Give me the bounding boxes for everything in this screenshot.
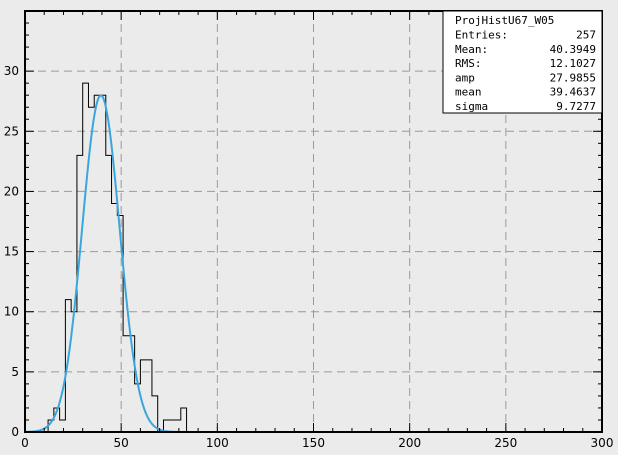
y-tick-label: 0 [11, 425, 19, 439]
grid-lines [25, 11, 602, 432]
x-tick-label: 200 [398, 436, 421, 450]
stats-row-label: amp [455, 71, 475, 84]
stats-row-label: RMS: [455, 57, 482, 70]
stats-box-frame [442, 10, 603, 114]
stats-row-label: Entries: [455, 29, 508, 42]
stats-row-value: 39.4637 [550, 86, 596, 99]
stats-row-label: mean [455, 86, 482, 99]
stats-box-title: ProjHistU67_W05 [455, 14, 554, 27]
stats-row-value: 257 [576, 29, 596, 42]
y-tick-label: 25 [4, 124, 19, 138]
stats-box: ProjHistU67_W05 Entries: 257 Mean: 40.3949 R… [442, 10, 603, 114]
y-tick-label: 10 [4, 305, 19, 319]
x-tick-label: 150 [302, 436, 325, 450]
y-tick-label: 15 [4, 245, 19, 259]
y-tick-label: 30 [4, 64, 19, 78]
x-tick-label: 100 [206, 436, 229, 450]
x-tick-label: 250 [494, 436, 517, 450]
axis-ticks: 0 50 100 150 200 250 300 0 5 10 15 20 25 30 [4, 11, 614, 450]
stats-row-value: 40.3949 [550, 43, 596, 56]
x-tick-label: 0 [21, 436, 29, 450]
stats-row-label: sigma [455, 100, 488, 113]
stats-row-value: 27.9855 [550, 71, 596, 84]
stats-row-label: Mean: [455, 43, 488, 56]
x-tick-label: 50 [114, 436, 129, 450]
stats-row-value: 12.1027 [550, 57, 596, 70]
x-tick-label: 300 [591, 436, 614, 450]
y-tick-label: 5 [11, 365, 19, 379]
stats-row-value: 9.7277 [556, 100, 596, 113]
y-tick-label: 20 [4, 184, 19, 198]
